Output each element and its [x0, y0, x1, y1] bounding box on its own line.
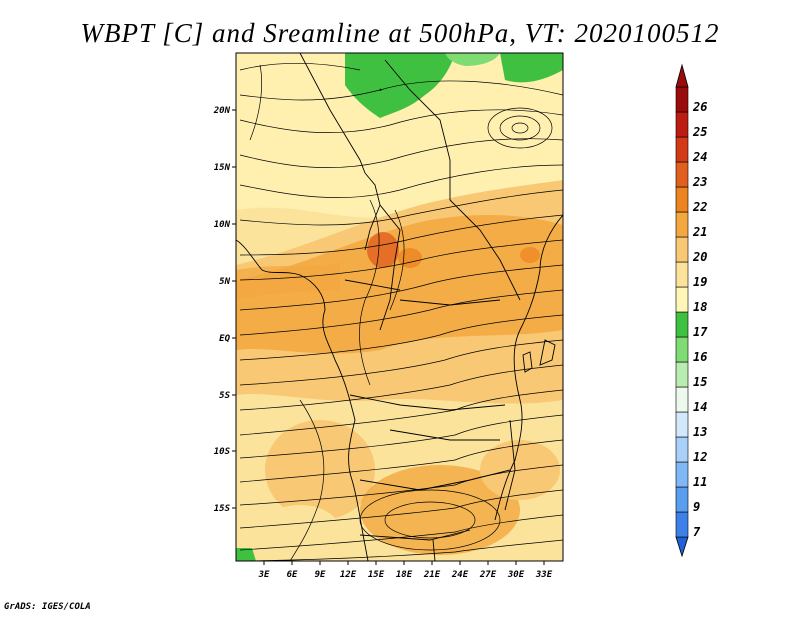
colorbar-swatch — [675, 311, 689, 338]
map-frame — [235, 52, 564, 562]
lon-label-24e: 24E — [451, 570, 469, 580]
colorbar-label: 20 — [692, 250, 707, 264]
colorbar-swatch — [675, 386, 689, 413]
lat-label-10s: 10S — [214, 447, 231, 457]
green-area-2 — [500, 53, 563, 83]
lon-label-12e: 12E — [340, 570, 357, 580]
lon-label-15e: 15E — [368, 570, 385, 580]
colorbar-swatch — [675, 511, 689, 538]
colorbar-swatch — [675, 411, 689, 438]
colorbar-swatch — [675, 286, 689, 313]
lat-label-15s: 15S — [214, 504, 231, 514]
lat-label-eq: EQ — [219, 334, 230, 344]
field-south-4 — [260, 505, 340, 555]
colorbar-label: 22 — [692, 200, 707, 214]
colorbar-swatch — [675, 86, 689, 113]
colorbar-label: 13 — [693, 425, 707, 439]
lon-label-27e: 27E — [479, 570, 497, 580]
colorbar-label: 7 — [693, 525, 701, 539]
colorbar-swatch — [675, 111, 689, 138]
colorbar-swatch — [675, 186, 689, 213]
colorbar-label: 26 — [692, 100, 707, 114]
lon-axis: 3E 6E 9E 12E 15E 18E 21E 24E 27E 30E 33E — [258, 561, 553, 580]
green-area-4 — [445, 53, 500, 66]
colorbar-label: 14 — [693, 400, 707, 414]
colorbar-label: 21 — [692, 225, 707, 239]
colorbar-label: 11 — [693, 475, 707, 489]
hotspot-3 — [520, 247, 540, 263]
field-west — [236, 262, 340, 300]
colorbar-label: 23 — [692, 175, 707, 189]
lat-label-20n: 20N — [213, 106, 231, 116]
lon-label-30e: 30E — [507, 570, 525, 580]
colorbar-label: 16 — [693, 350, 707, 364]
colorbar: 7 9 11 12 13 14 15 16 17 18 19 20 21 22 … — [675, 63, 708, 558]
colorbar-swatch — [675, 161, 689, 188]
colorbar-swatch — [675, 361, 689, 388]
streamlines — [239, 62, 563, 561]
colorbar-label: 19 — [693, 275, 707, 289]
lon-label-18e: 18E — [396, 570, 413, 580]
lon-label-33e: 33E — [535, 570, 553, 580]
colorbar-swatch — [675, 236, 689, 263]
chart-title: WBPT [C] and Sreamline at 500hPa, VT: 20… — [80, 18, 720, 48]
colorbar-label: 17 — [693, 325, 708, 339]
map-field — [236, 53, 563, 561]
lat-label-5s: 5S — [219, 391, 230, 401]
lat-axis: 20N 15N 10N 5N EQ 5S 10S 15S — [213, 106, 236, 514]
lon-label-9e: 9E — [315, 570, 326, 580]
field-south-1 — [265, 420, 375, 520]
lon-label-6e: 6E — [287, 570, 298, 580]
colorbar-swatch — [675, 211, 689, 238]
lon-label-3e: 3E — [258, 570, 270, 580]
green-area-3 — [236, 548, 256, 561]
colorbar-label: 25 — [692, 125, 707, 139]
colorbar-label: 24 — [692, 150, 707, 164]
field-north — [236, 53, 563, 218]
colorbar-swatch — [675, 436, 689, 463]
grads-credit: GrADS: IGES/COLA — [4, 602, 91, 612]
colorbar-swatch — [675, 461, 689, 488]
colorbar-swatch — [675, 261, 689, 288]
lon-label-21e: 21E — [423, 570, 441, 580]
colorbar-swatch — [675, 486, 689, 513]
lat-label-5n: 5N — [219, 277, 230, 287]
colorbar-swatch — [675, 136, 689, 163]
colorbar-swatch — [675, 336, 689, 363]
lat-label-10n: 10N — [214, 220, 231, 230]
colorbar-tip-high — [675, 63, 689, 88]
hotspot-2 — [398, 248, 422, 268]
hotspot-1 — [367, 232, 399, 268]
colorbar-label: 12 — [693, 450, 707, 464]
field-core — [236, 214, 563, 354]
colorbar-label: 15 — [693, 375, 707, 389]
colorbar-label: 9 — [693, 500, 700, 514]
lat-label-15n: 15N — [214, 163, 231, 173]
colorbar-tip-low — [675, 536, 689, 558]
colorbar-label: 18 — [693, 300, 707, 314]
